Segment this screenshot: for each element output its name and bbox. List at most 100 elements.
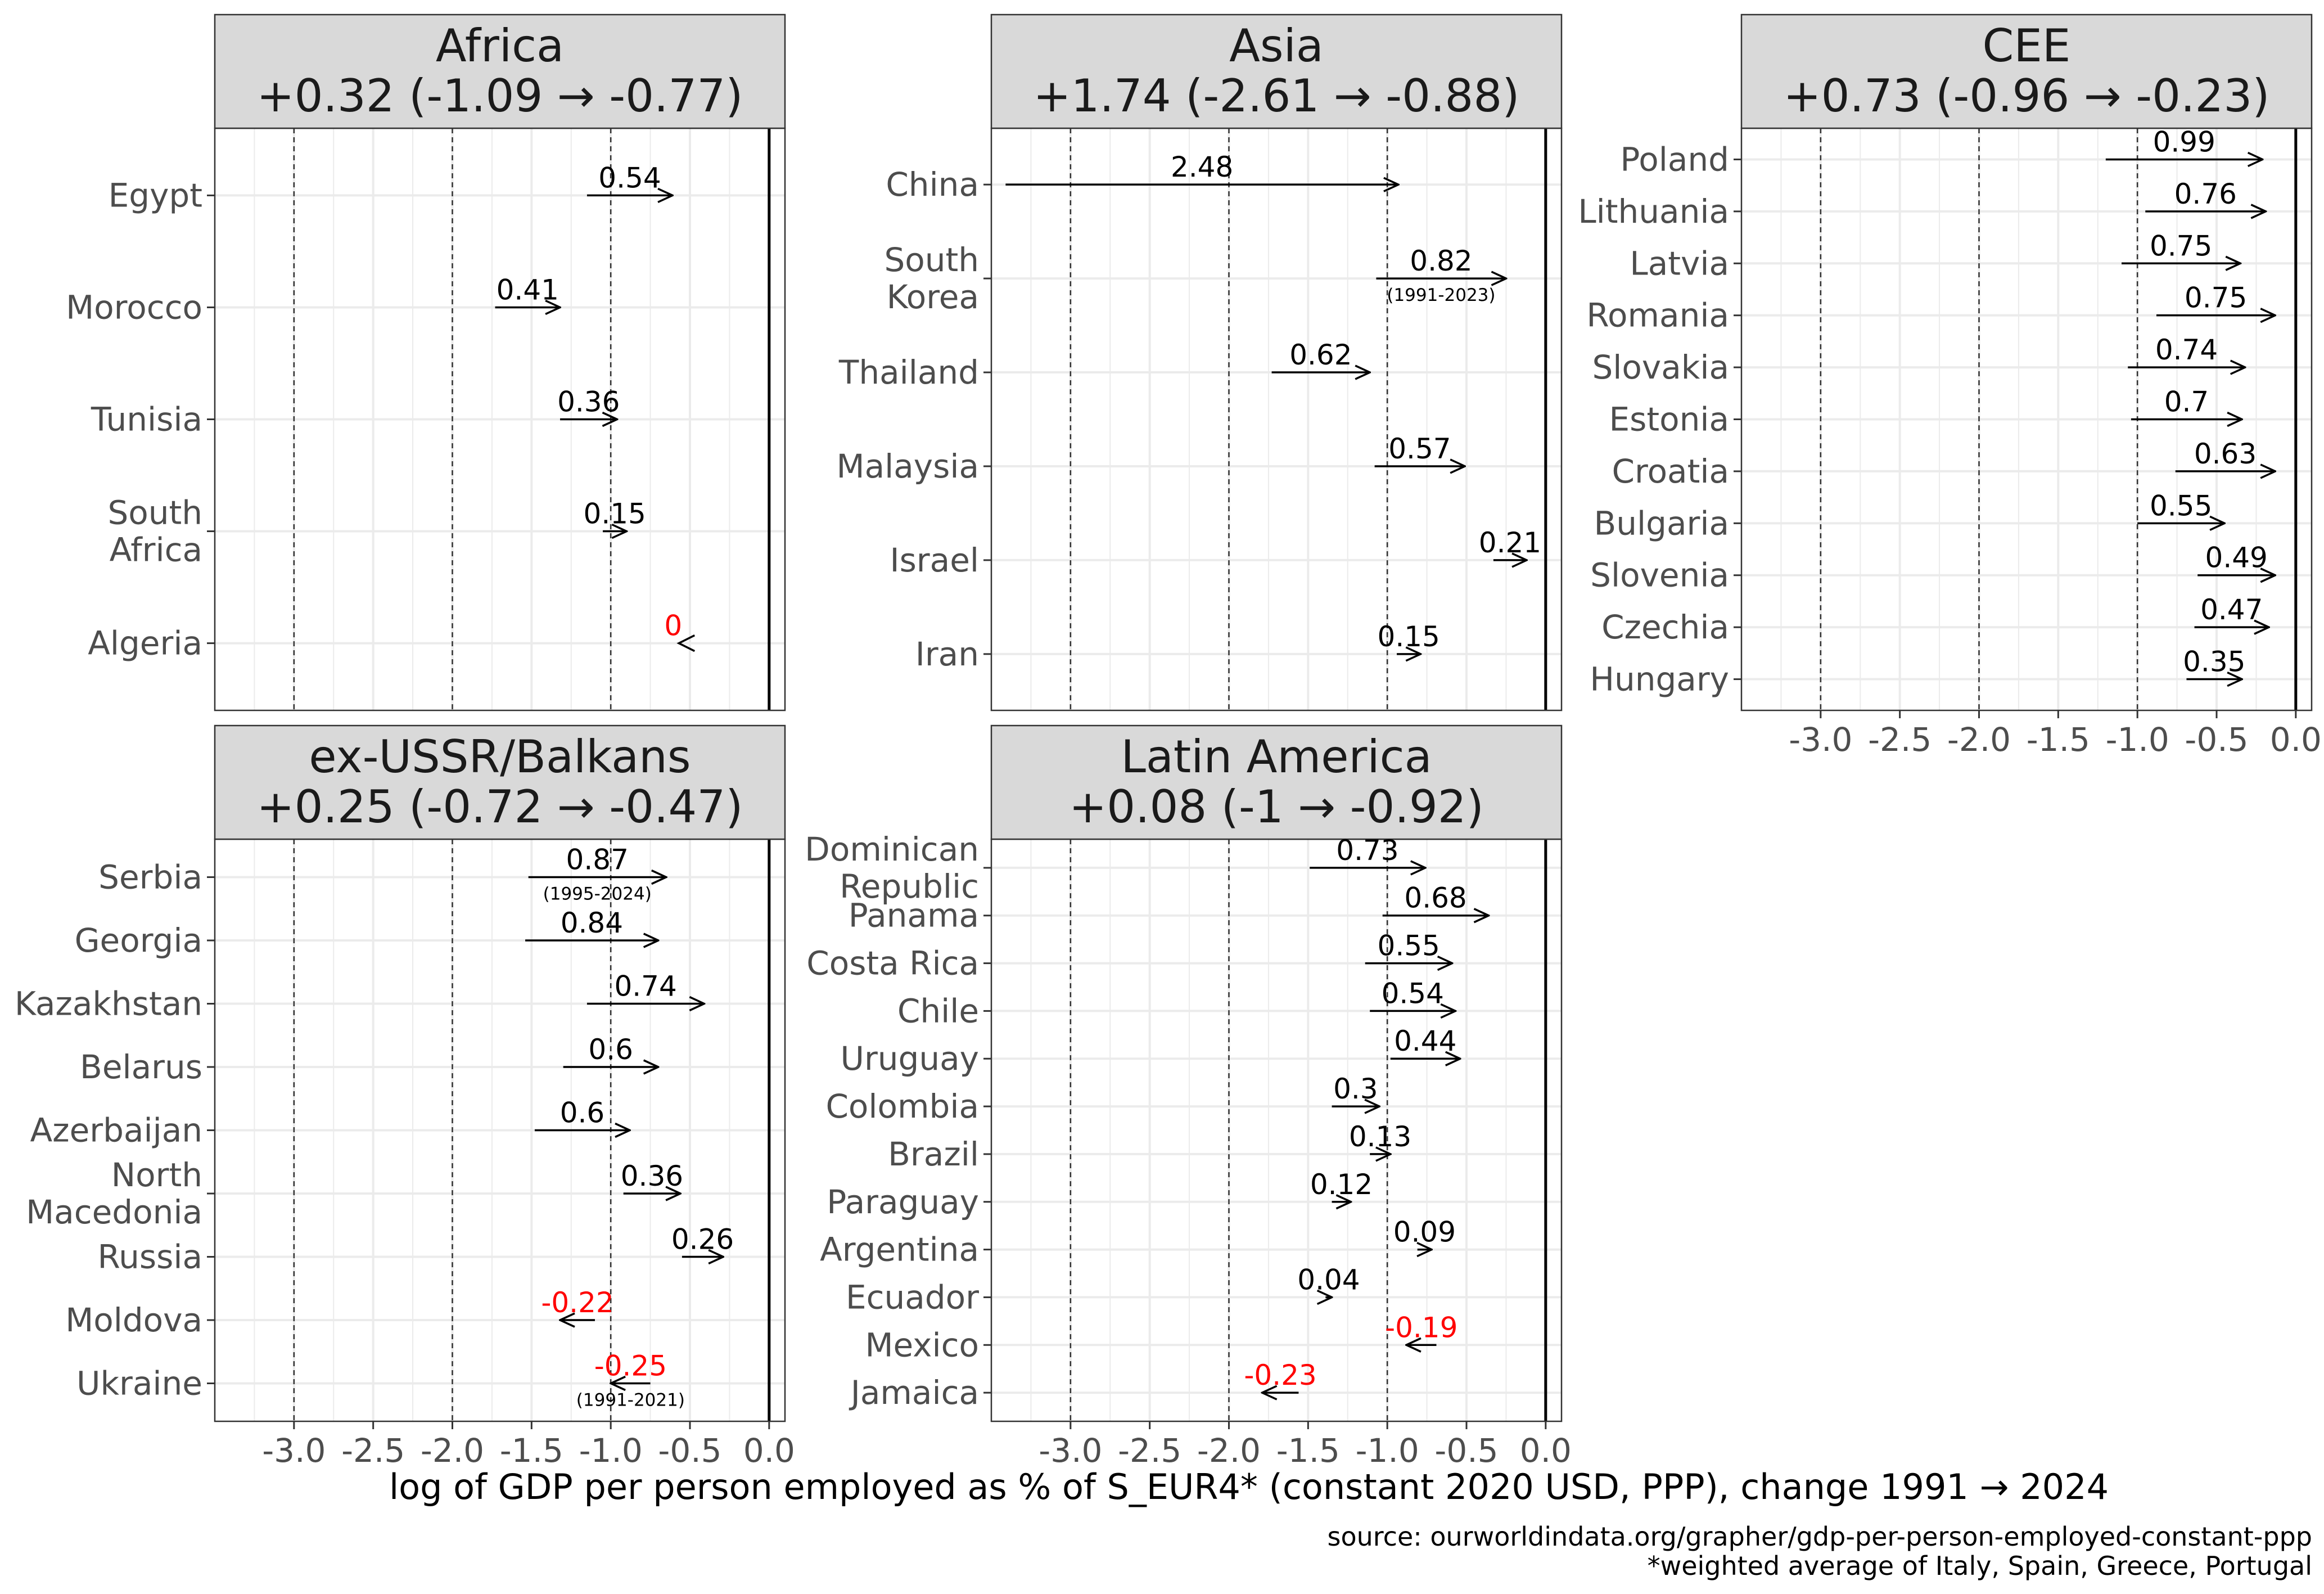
- change-label: -0.19: [1385, 1311, 1457, 1344]
- country-label: Uruguay: [841, 1039, 980, 1078]
- country-label-line: Costa Rica: [806, 944, 979, 983]
- country-label: Iran: [915, 635, 979, 673]
- facet-strip: [1740, 13, 2313, 129]
- country-label: Chile: [897, 992, 979, 1030]
- facet-subtitle: +0.25 (-0.72 → -0.47): [257, 781, 743, 833]
- country-label-line: Czechia: [1601, 608, 1729, 646]
- facet-title: ex-USSR/Balkans: [309, 731, 691, 783]
- change-label: 0.26: [671, 1223, 734, 1256]
- change-label: 0.6: [560, 1097, 605, 1129]
- country-label-line: Iran: [915, 635, 979, 673]
- source-note: source: ourworldindata.org/grapher/gdp-p…: [1328, 1521, 2312, 1552]
- country-label-line: Mexico: [865, 1326, 979, 1364]
- x-tick-label: -3.0: [262, 1431, 326, 1470]
- country-label: Egypt: [109, 176, 202, 214]
- change-label: 0.49: [2205, 542, 2268, 574]
- country-label: Slovenia: [1590, 556, 1729, 595]
- change-label: 0.35: [2183, 646, 2245, 678]
- country-label-line: Uruguay: [841, 1039, 980, 1078]
- x-tick-label: -1.5: [1276, 1431, 1340, 1470]
- x-tick-label: -2.0: [421, 1431, 484, 1470]
- facet-title: Africa: [436, 20, 564, 72]
- country-label-line: Serbia: [98, 858, 202, 897]
- change-label: -0.23: [1244, 1359, 1316, 1392]
- change-label: 0.75: [2185, 282, 2247, 314]
- country-label-line: Tunisia: [91, 400, 202, 439]
- facet-subtitle: +0.08 (-1 → -0.92): [1069, 781, 1484, 833]
- country-label: Estonia: [1609, 400, 1729, 439]
- facet-strip: [214, 724, 786, 840]
- country-label-line: Poland: [1620, 140, 1729, 178]
- x-tick-label: -1.5: [2027, 721, 2090, 759]
- country-label-line: Israel: [890, 541, 979, 579]
- facet-panel: ex-USSR/Balkans+0.25 (-0.72 → -0.47) Serb…: [15, 724, 795, 1470]
- change-label: 0.82: [1410, 245, 1472, 277]
- change-label: 0.84: [561, 907, 623, 939]
- country-label-line: Morocco: [66, 288, 202, 326]
- change-label: 0.87: [566, 844, 629, 876]
- panel-background: [991, 128, 1562, 710]
- country-label: Panama: [849, 897, 979, 935]
- x-tick-label: -1.0: [2106, 721, 2169, 759]
- country-label: Mexico: [865, 1326, 979, 1364]
- x-tick-label: -1.5: [500, 1431, 563, 1470]
- country-label-line: Brazil: [888, 1135, 979, 1173]
- country-label-line: Slovakia: [1592, 348, 1729, 386]
- change-label: 0.12: [1310, 1168, 1373, 1201]
- country-label-line: Africa: [110, 531, 202, 569]
- country-label-line: Colombia: [825, 1087, 979, 1125]
- country-label-line: Latvia: [1630, 244, 1729, 282]
- country-label: Morocco: [66, 288, 202, 326]
- change-label: 0.36: [557, 386, 620, 418]
- facet-subtitle: +1.74 (-2.61 → -0.88): [1034, 70, 1520, 122]
- change-label: 0.99: [2153, 125, 2215, 158]
- country-label: Moldova: [65, 1301, 202, 1339]
- country-label: Ecuador: [846, 1278, 979, 1316]
- x-axis-label: log of GDP per person employed as % of S…: [389, 1466, 2109, 1507]
- country-label: Poland: [1620, 140, 1729, 178]
- country-label-line: Slovenia: [1590, 556, 1729, 595]
- change-label: 0.41: [497, 273, 559, 306]
- country-label-line: Paraguay: [827, 1183, 979, 1221]
- change-label: 0.74: [2155, 334, 2218, 366]
- facet-subtitle: +0.32 (-1.09 → -0.77): [257, 70, 743, 122]
- country-label: Bulgaria: [1594, 504, 1729, 542]
- country-label-line: Dominican: [805, 830, 979, 868]
- country-label-line: Jamaica: [849, 1374, 979, 1412]
- period-label: (1995-2024): [543, 884, 652, 904]
- country-label-line: Egypt: [109, 176, 202, 214]
- country-label-line: Russia: [97, 1238, 202, 1276]
- country-label: Argentina: [820, 1231, 979, 1269]
- country-label-line: Belarus: [80, 1048, 202, 1086]
- country-label-line: Estonia: [1609, 400, 1729, 439]
- change-label: 0.54: [598, 161, 661, 194]
- change-label: 0.68: [1404, 882, 1466, 915]
- country-label: Croatia: [1612, 452, 1730, 490]
- change-arrow: [676, 634, 696, 652]
- facet-title: CEE: [1983, 20, 2071, 72]
- country-label-line: Croatia: [1612, 452, 1730, 490]
- country-label: Costa Rica: [806, 944, 979, 983]
- facet-title: Latin America: [1121, 731, 1432, 783]
- country-label: Czechia: [1601, 608, 1729, 646]
- country-label: South Korea: [884, 241, 979, 316]
- country-label: Slovakia: [1592, 348, 1729, 386]
- x-tick-label: -0.5: [2185, 721, 2248, 759]
- country-label: South Africa: [107, 494, 202, 569]
- change-label: 0.09: [1393, 1216, 1456, 1249]
- change-label: -0.25: [594, 1350, 667, 1383]
- country-label: Ukraine: [76, 1365, 202, 1403]
- facet-strip: [990, 13, 1563, 129]
- change-label: 0.55: [1378, 930, 1440, 962]
- country-label-line: Korea: [887, 278, 979, 316]
- country-label-line: China: [886, 165, 979, 204]
- change-label: 0.36: [621, 1160, 683, 1192]
- change-label: 0.57: [1388, 433, 1451, 465]
- change-label: 0.04: [1297, 1263, 1360, 1296]
- facet-strip: [990, 724, 1563, 840]
- country-label: Kazakhstan: [15, 985, 202, 1023]
- change-label: 0.21: [1479, 526, 1541, 559]
- country-label: Malaysia: [837, 447, 979, 485]
- country-label-line: North: [111, 1156, 202, 1194]
